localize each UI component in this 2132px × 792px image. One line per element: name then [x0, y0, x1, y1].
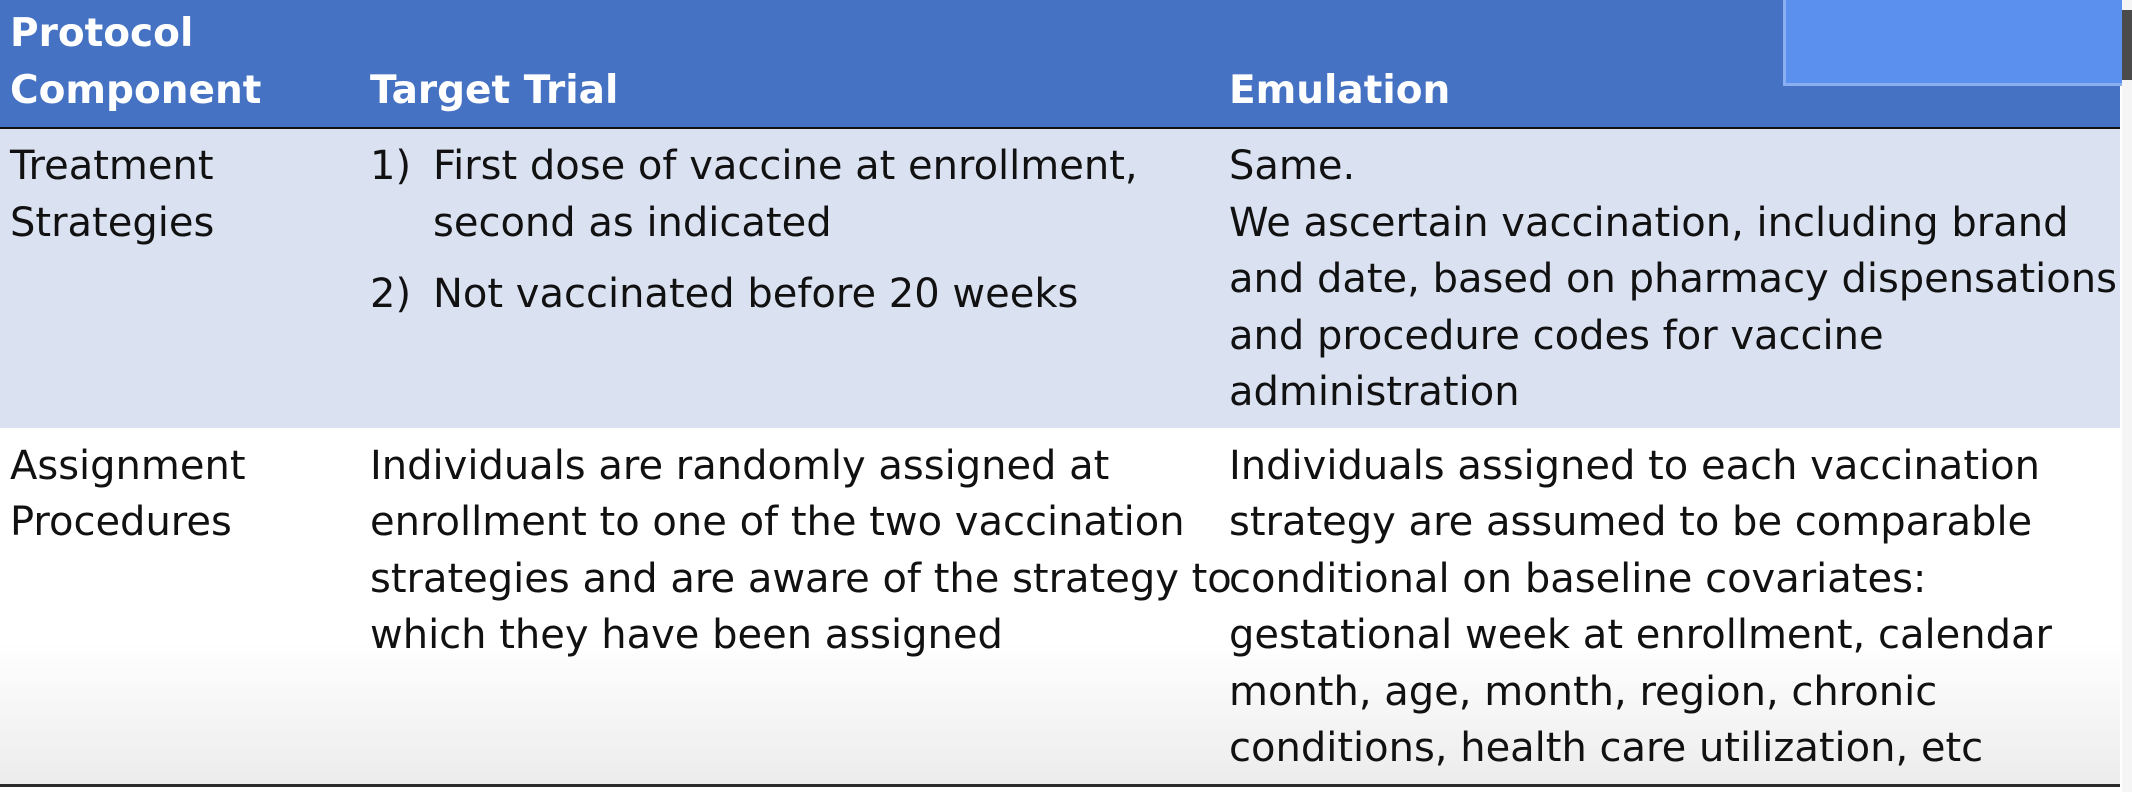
row1-target-item-2-line1: Not vaccinated before 20 weeks	[433, 271, 1079, 317]
row1-emulation-line2: We ascertain vaccination, including bran…	[1229, 200, 2069, 246]
header-emulation: Emulation	[1229, 68, 1451, 113]
row2-target-line4: which they have been assigned	[370, 612, 1003, 658]
row1-target-item-1: 1) First dose of vaccine at enrollment, …	[370, 138, 1190, 251]
row2-emulation-line3: conditional on baseline covariates:	[1229, 556, 1927, 602]
row1-target-item-1-line2: second as indicated	[433, 199, 832, 246]
row1-component-line2: Strategies	[10, 200, 215, 246]
row1-component-line1: Treatment	[10, 143, 214, 189]
row1-target-item-1-number: 1)	[370, 143, 412, 189]
row1-emulation-line3: and date, based on pharmacy dispensation…	[1229, 256, 2117, 302]
row2-emulation-line6: conditions, health care utilization, etc	[1229, 725, 1984, 771]
row2-component-line1: Assignment	[10, 443, 246, 489]
right-edge-strip	[2122, 0, 2132, 792]
row1-target-item-2-number: 2)	[370, 271, 412, 317]
row2-emulation-line1: Individuals assigned to each vaccination	[1229, 443, 2040, 489]
right-edge-strip-dark	[2122, 10, 2132, 80]
row-assignment-procedures-band	[0, 428, 2120, 784]
row2-component-line2: Procedures	[10, 499, 232, 545]
row2-target-line2: enrollment to one of the two vaccination	[370, 499, 1185, 545]
row1-emulation-line5: administration	[1229, 369, 1520, 415]
row1-emulation-line1: Same.	[1229, 143, 1356, 189]
row1-target-item-2: 2) Not vaccinated before 20 weeks	[370, 266, 1190, 323]
corner-overlay-box	[1783, 0, 2125, 86]
header-protocol-component-line2: Component	[10, 68, 262, 113]
row2-target-line1: Individuals are randomly assigned at	[370, 443, 1110, 489]
row2-emulation-line2: strategy are assumed to be comparable	[1229, 499, 2033, 545]
table-bottom-divider	[0, 784, 2120, 787]
header-target-trial: Target Trial	[370, 68, 619, 113]
row1-emulation-line4: and procedure codes for vaccine	[1229, 313, 1884, 359]
header-divider	[0, 127, 2120, 129]
table-header-band	[0, 0, 2120, 128]
header-protocol-component-line1: Protocol	[10, 11, 194, 56]
row2-target-line3: strategies and are aware of the strategy…	[370, 556, 1232, 602]
row2-emulation-line4: gestational week at enrollment, calendar	[1229, 612, 2052, 658]
row2-emulation-line5: month, age, month, region, chronic	[1229, 669, 1938, 715]
row1-target-item-1-line1: First dose of vaccine at enrollment,	[433, 143, 1138, 189]
row-treatment-strategies-band	[0, 129, 2120, 428]
